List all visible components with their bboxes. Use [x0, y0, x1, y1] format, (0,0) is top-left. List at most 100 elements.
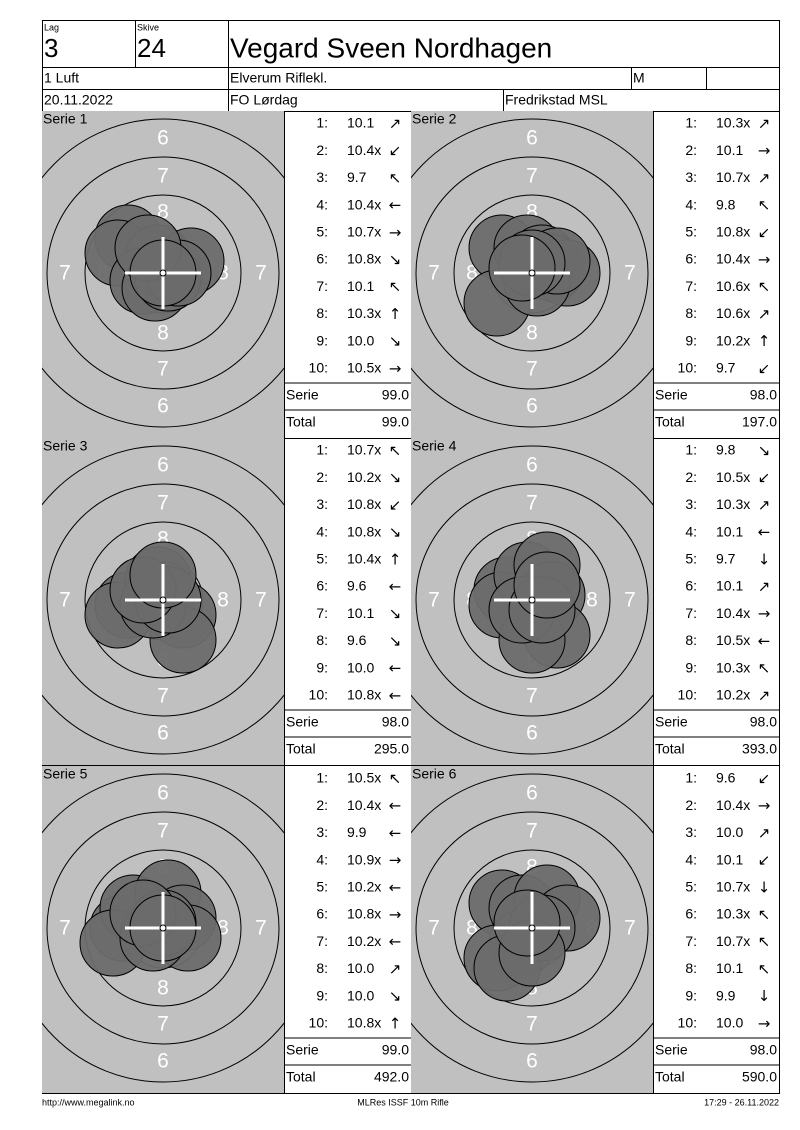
shot-number: 2:	[316, 797, 328, 813]
shot-score: 9.6	[347, 578, 367, 594]
shot-direction: ↗	[758, 496, 771, 514]
total-label: Total	[655, 414, 685, 430]
shot-score: 10.2x	[347, 933, 381, 949]
shot-score: 10.7x	[716, 879, 750, 895]
shot-score: 10.6x	[716, 278, 750, 294]
shot-number: 2:	[316, 142, 328, 158]
ring	[84, 521, 242, 679]
ring-label: 7	[255, 262, 267, 285]
shot-number: 6:	[685, 578, 697, 594]
ring	[84, 194, 242, 352]
shot-number: 4:	[685, 523, 697, 539]
shot-score: 10.7x	[716, 169, 750, 185]
center-dot	[159, 269, 167, 277]
shot-number: 7:	[685, 933, 697, 949]
ring-label: 7	[59, 917, 71, 940]
ring-label: 7	[624, 589, 636, 612]
total-label: Total	[286, 1069, 316, 1085]
serie-label: Serie	[655, 714, 688, 730]
shot-number: 9:	[316, 332, 328, 348]
shot-direction: ↖	[389, 442, 402, 460]
ring-label: 8	[586, 589, 598, 612]
series-title: Serie 2	[412, 111, 457, 127]
shot-score: 10.8x	[347, 251, 381, 267]
shot-direction: ↗	[758, 169, 771, 187]
center-dot	[159, 596, 167, 604]
ring-label: 6	[526, 127, 538, 150]
ring-label: 7	[428, 917, 440, 940]
shot-direction: ↙	[389, 496, 402, 514]
shot-number: 5:	[685, 551, 697, 567]
shot-score: 10.8x	[716, 224, 750, 240]
series-block: 6 7 8 8 7 6 7 7 8 8 Serie 2 1: 10.3x ↗ 2: 10.1 → 3: 10.7x ↗…	[42, 111, 779, 439]
shot-direction: ↗	[758, 824, 771, 842]
shot-number: 9:	[316, 987, 328, 1003]
shot-direction: ↘	[389, 251, 402, 269]
serie-label: Serie	[655, 387, 688, 403]
shot-direction: ↖	[758, 906, 771, 924]
serie-score: 99.0	[382, 1042, 409, 1058]
class: 1 Luft	[44, 70, 79, 86]
target: 6788767788	[411, 438, 653, 765]
shot-score: 10.4x	[347, 797, 381, 813]
serie-score: 99.0	[382, 387, 409, 403]
lag-label: Lag	[44, 22, 59, 32]
shot-number: 10:	[678, 1015, 697, 1031]
ring-label: 7	[526, 492, 538, 515]
shot-number: 4:	[316, 523, 328, 539]
shot-direction: →	[758, 251, 771, 269]
shot-number: 6:	[316, 251, 328, 267]
ring-label: 8	[217, 589, 229, 612]
shot-score: 10.2x	[347, 879, 381, 895]
ring	[46, 483, 280, 717]
shot-score: 10.1	[716, 960, 743, 976]
shot-number: 3:	[316, 496, 328, 512]
series-block: 6 7 8 8 7 6 7 7 8 8 Serie 6 1: 9.6 ↙ 2: 10.4x → 3: 10.0 ↗ 4:…	[42, 766, 779, 1094]
shot-hole	[493, 889, 561, 957]
ring-label: 6	[157, 127, 169, 150]
series-title: Serie 4	[412, 438, 457, 454]
shot-score: 10.3x	[347, 305, 381, 321]
ring-label: 6	[526, 1050, 538, 1073]
shot-score: 10.7x	[347, 224, 381, 240]
shot-number: 8:	[316, 632, 328, 648]
shot-score: 10.1	[347, 278, 374, 294]
shot-direction: ↘	[389, 469, 402, 487]
shot-direction: ↖	[758, 196, 771, 214]
shot-direction: →	[758, 1014, 771, 1032]
shot-score: 10.4x	[716, 797, 750, 813]
shot-score: 10.9x	[347, 851, 381, 867]
ring-label: 7	[157, 1013, 169, 1036]
total-label: Total	[655, 741, 685, 757]
shot-score: 10.0	[716, 824, 743, 840]
serie-label: Serie	[286, 1042, 319, 1058]
ring-label: 7	[255, 917, 267, 940]
shot-number: 2:	[685, 469, 697, 485]
shot-number: 3:	[685, 496, 697, 512]
shot-direction: ←	[389, 824, 402, 842]
shot-score: 10.4x	[347, 551, 381, 567]
shot-direction: ←	[758, 632, 771, 650]
shot-score: 10.5x	[716, 469, 750, 485]
shot-number: 3:	[316, 824, 328, 840]
ring-label: 8	[217, 917, 229, 940]
shot-score: 10.5x	[347, 770, 381, 786]
shot-number: 2:	[316, 469, 328, 485]
shot-number: 10:	[309, 360, 328, 376]
serie-label: Serie	[286, 387, 319, 403]
shot-direction: ↑	[389, 550, 402, 568]
series-title: Serie 3	[43, 438, 88, 454]
shot-number: 4:	[316, 851, 328, 867]
serie-label: Serie	[286, 714, 319, 730]
series-title: Serie 5	[43, 766, 88, 782]
total-label: Total	[286, 741, 316, 757]
shot-number: 3:	[685, 169, 697, 185]
event: FO Lørdag	[230, 92, 298, 108]
target: 6788767788	[411, 766, 653, 1093]
shot-direction: →	[389, 359, 402, 377]
shot-direction: ↗	[758, 686, 771, 704]
shot-number: 7:	[685, 278, 697, 294]
shot-direction: ↗	[758, 578, 771, 596]
ring	[453, 194, 611, 352]
